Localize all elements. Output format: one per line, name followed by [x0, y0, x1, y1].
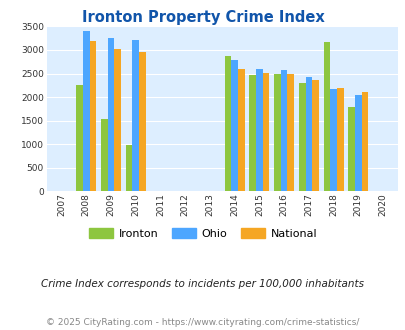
Bar: [336, 88, 343, 191]
Bar: [323, 42, 329, 191]
Bar: [76, 85, 83, 191]
Bar: [83, 31, 90, 191]
Bar: [305, 77, 311, 191]
Bar: [273, 74, 280, 191]
Bar: [231, 60, 237, 191]
Bar: [347, 107, 354, 191]
Bar: [354, 95, 361, 191]
Bar: [126, 145, 132, 191]
Bar: [256, 69, 262, 191]
Bar: [114, 49, 121, 191]
Bar: [249, 75, 256, 191]
Bar: [107, 38, 114, 191]
Bar: [287, 75, 293, 191]
Bar: [298, 83, 305, 191]
Bar: [101, 119, 107, 191]
Bar: [311, 80, 318, 191]
Bar: [329, 89, 336, 191]
Text: Crime Index corresponds to incidents per 100,000 inhabitants: Crime Index corresponds to incidents per…: [41, 279, 364, 289]
Legend: Ironton, Ohio, National: Ironton, Ohio, National: [84, 224, 321, 244]
Text: Ironton Property Crime Index: Ironton Property Crime Index: [81, 10, 324, 25]
Bar: [237, 69, 244, 191]
Bar: [139, 52, 145, 191]
Bar: [262, 73, 269, 191]
Text: © 2025 CityRating.com - https://www.cityrating.com/crime-statistics/: © 2025 CityRating.com - https://www.city…: [46, 318, 359, 327]
Bar: [361, 92, 367, 191]
Bar: [280, 70, 287, 191]
Bar: [132, 40, 139, 191]
Bar: [224, 56, 231, 191]
Bar: [90, 41, 96, 191]
